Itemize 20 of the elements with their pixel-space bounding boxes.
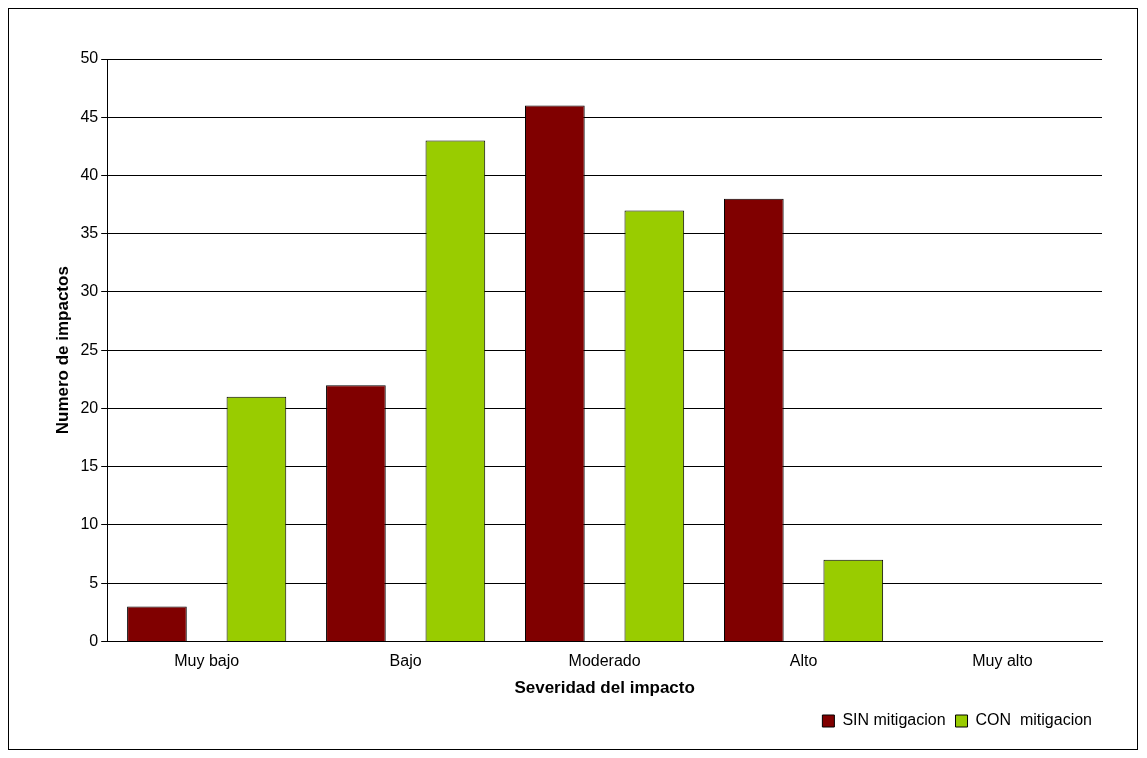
y-tick-label: 45 bbox=[80, 107, 99, 125]
y-tick-label: 50 bbox=[80, 49, 99, 67]
y-tick-label: 5 bbox=[89, 573, 99, 591]
legend-label: CON mitigacion bbox=[975, 711, 1093, 729]
x-tick-label: Muy alto bbox=[972, 652, 1033, 670]
y-tick-label: 30 bbox=[80, 282, 99, 300]
y-tick-label: 0 bbox=[89, 631, 99, 649]
x-axis-title: Severidad del impacto bbox=[514, 678, 695, 698]
x-tick-label: Alto bbox=[789, 652, 818, 670]
y-tick-label: 20 bbox=[80, 398, 99, 416]
legend-label: SIN mitigacion bbox=[842, 711, 946, 729]
y-tick-label: 15 bbox=[80, 457, 99, 475]
y-tick-label: 40 bbox=[80, 165, 99, 183]
x-tick-label: Moderado bbox=[568, 652, 641, 670]
y-tick-label: 25 bbox=[80, 340, 99, 358]
x-tick-label: Bajo bbox=[389, 652, 422, 670]
y-axis-title: Numero de impactos bbox=[52, 266, 72, 435]
y-tick-label: 35 bbox=[80, 224, 99, 242]
x-tick-label: Muy bajo bbox=[174, 652, 240, 670]
y-tick-label: 10 bbox=[80, 515, 99, 533]
